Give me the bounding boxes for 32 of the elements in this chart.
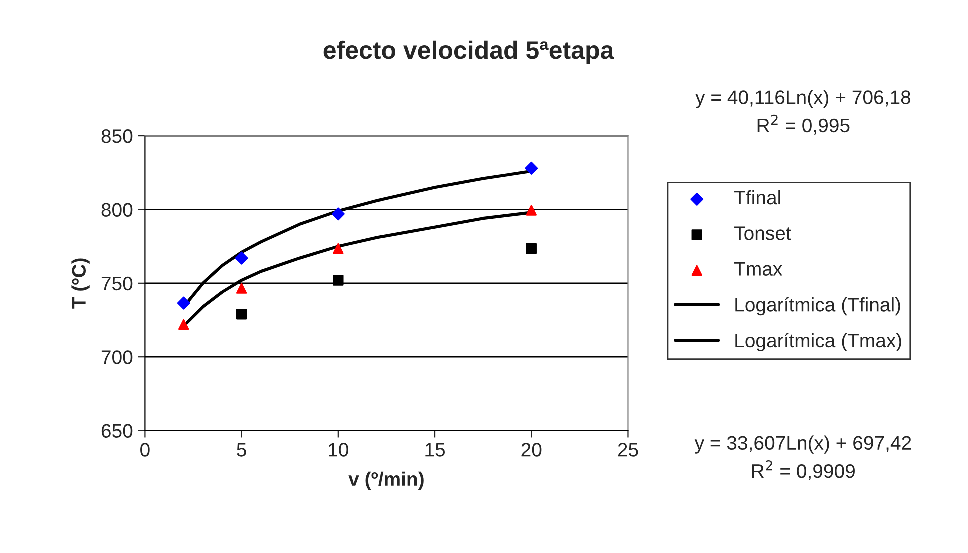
legend-label: Logarítmica (Tfinal) [736,297,900,316]
point [333,275,344,286]
chart-title: efecto velocidad 5ªetapa [324,40,614,64]
x-tick-label: 25 [618,443,638,457]
point [178,319,190,330]
point [525,162,538,175]
point [177,296,190,310]
x-tick-label: 0 [140,443,150,457]
x-tick-label: 5 [237,443,246,457]
x-tick-label: 10 [329,443,348,457]
y-tick-label: 650 [102,424,133,438]
legend-label: Tmax [734,262,782,276]
x-tick-label: 20 [522,443,542,457]
text: y = 33,607Ln(x) + 697,42 R$^{2}$ = 0,9909 [694,436,912,481]
point [236,283,248,294]
y-tick-label: 800 [102,203,133,217]
y-tick-label: 750 [102,276,133,291]
legend-label: Logarítmica (Tmax) [736,333,902,352]
point [526,243,537,254]
point [333,243,344,254]
y-tick-label: 700 [102,350,133,364]
text: y = 40,116Ln(x) + 706,18 R$^{2}$ = 0,995 [696,90,911,135]
point [236,309,248,320]
legend-label: Tfinal [734,190,780,205]
point [526,205,537,216]
point [332,208,345,221]
x-axis-title: v (º/min) [348,472,424,490]
y-tick-label: 850 [102,130,133,144]
legend-label: Tonset [734,226,792,240]
y-axis-title: T (ºC) [72,258,90,309]
point [235,252,248,265]
x-tick-label: 15 [426,443,446,457]
